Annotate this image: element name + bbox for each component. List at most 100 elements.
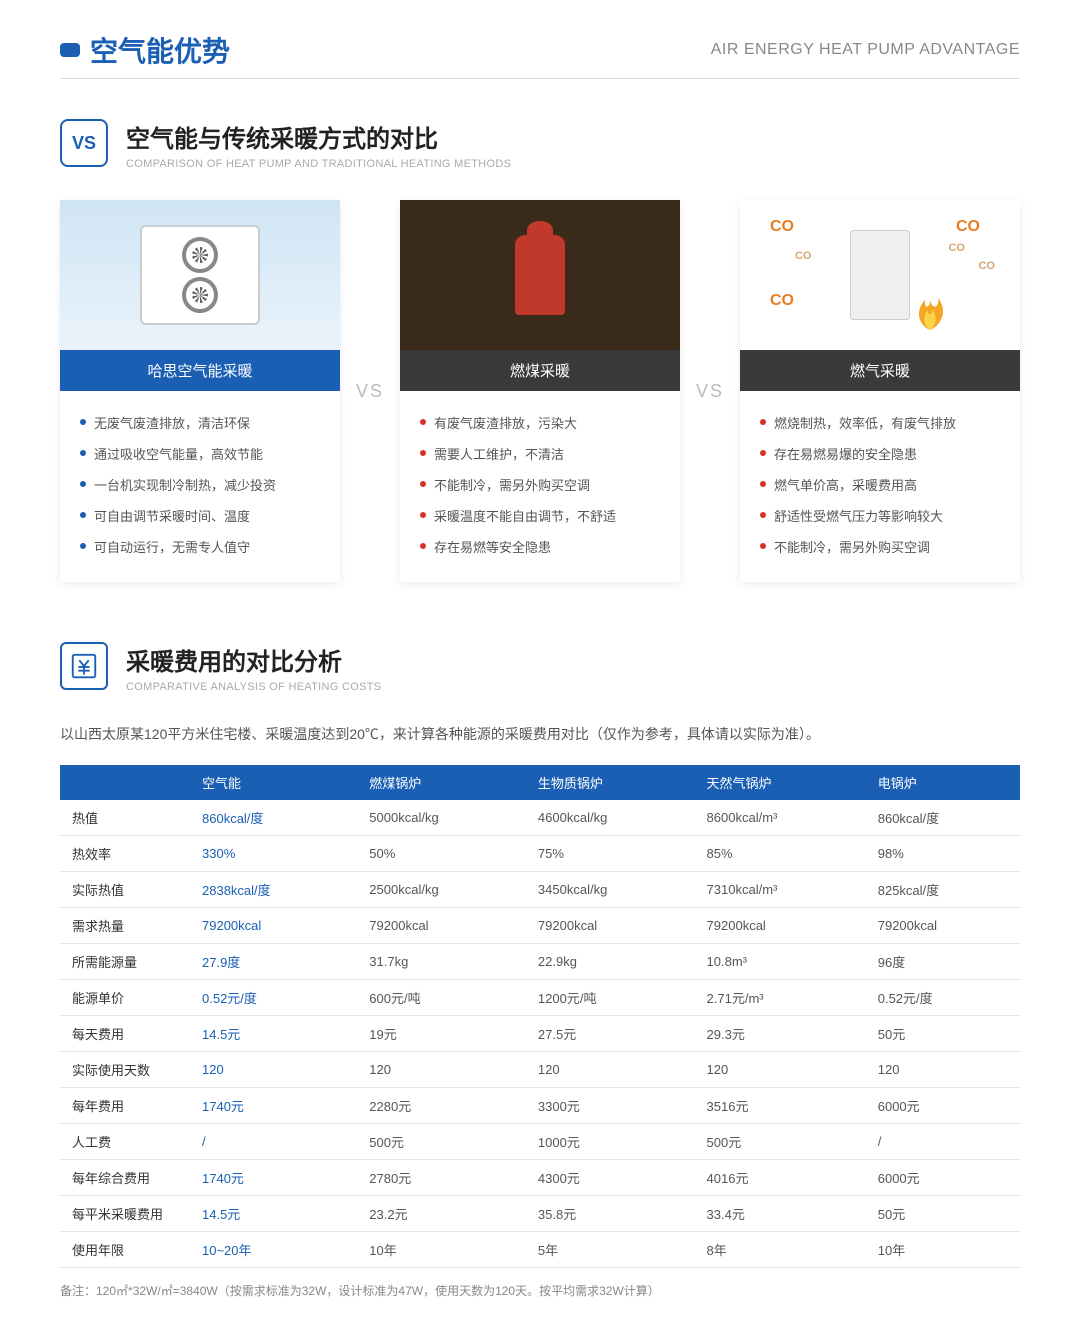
comparison-card-coal: 燃煤采暖 有废气废渣排放，污染大需要人工维护，不清洁不能制冷，需另外购买空调采暖… bbox=[400, 200, 680, 582]
table-cell: 120 bbox=[695, 1052, 866, 1088]
table-cell: 31.7kg bbox=[357, 944, 526, 980]
table-cell: 120 bbox=[357, 1052, 526, 1088]
table-cell: 每年费用 bbox=[60, 1088, 190, 1124]
table-cell: 4016元 bbox=[695, 1160, 866, 1196]
table-cell: 35.8元 bbox=[526, 1196, 695, 1232]
table-cell: 500元 bbox=[695, 1124, 866, 1160]
bullet-icon bbox=[80, 419, 86, 425]
table-cell: 4300元 bbox=[526, 1160, 695, 1196]
page-header: 空气能优势 AIR ENERGY HEAT PUMP ADVANTAGE bbox=[60, 30, 1020, 79]
card-label: 燃煤采暖 bbox=[400, 350, 680, 391]
table-row: 使用年限10~20年10年5年8年10年 bbox=[60, 1232, 1020, 1268]
card-point-text: 通过吸收空气能量，高效节能 bbox=[94, 444, 263, 463]
bullet-icon bbox=[420, 419, 426, 425]
table-cell: 19元 bbox=[357, 1016, 526, 1052]
card-point: 不能制冷，需另外购买空调 bbox=[420, 469, 660, 500]
table-cell: 每年综合费用 bbox=[60, 1160, 190, 1196]
table-cell: 10.8m³ bbox=[695, 944, 866, 980]
table-cell: 能源单价 bbox=[60, 980, 190, 1016]
table-cell: 7310kcal/m³ bbox=[695, 872, 866, 908]
table-header: 空气能燃煤锅炉生物质锅炉天然气锅炉电锅炉 bbox=[60, 765, 1020, 800]
card-image-gas: CO CO CO CO CO CO bbox=[740, 200, 1020, 350]
card-points-list: 有废气废渣排放，污染大需要人工维护，不清洁不能制冷，需另外购买空调采暖温度不能自… bbox=[420, 407, 660, 562]
table-cell: 14.5元 bbox=[190, 1016, 357, 1052]
cost-comparison-table: 空气能燃煤锅炉生物质锅炉天然气锅炉电锅炉 热值860kcal/度5000kcal… bbox=[60, 765, 1020, 1268]
card-body: 燃烧制热，效率低，有废气排放存在易燃易爆的安全隐患燃气单价高，采暖费用高舒适性受… bbox=[740, 391, 1020, 582]
table-cell: 实际使用天数 bbox=[60, 1052, 190, 1088]
bullet-icon bbox=[760, 481, 766, 487]
card-point-text: 存在易燃易爆的安全隐患 bbox=[774, 444, 917, 463]
card-point-text: 无废气废渣排放，清洁环保 bbox=[94, 413, 250, 432]
card-point: 可自动运行，无需专人值守 bbox=[80, 531, 320, 562]
table-cell: 0.52元/度 bbox=[866, 980, 1020, 1016]
bullet-icon bbox=[760, 419, 766, 425]
card-point: 存在易燃易爆的安全隐患 bbox=[760, 438, 1000, 469]
table-cell: 每平米采暖费用 bbox=[60, 1196, 190, 1232]
comparison-titles: 空气能与传统采暖方式的对比 COMPARISON OF HEAT PUMP AN… bbox=[126, 119, 511, 170]
table-cell: 热效率 bbox=[60, 836, 190, 872]
cost-title: 采暖费用的对比分析 bbox=[126, 642, 381, 677]
table-cell: 2.71元/m³ bbox=[695, 980, 866, 1016]
table-cell: 2780元 bbox=[357, 1160, 526, 1196]
bullet-icon bbox=[760, 543, 766, 549]
bullet-icon bbox=[80, 512, 86, 518]
table-cell: 29.3元 bbox=[695, 1016, 866, 1052]
table-body: 热值860kcal/度5000kcal/kg4600kcal/kg8600kca… bbox=[60, 800, 1020, 1268]
table-cell: 120 bbox=[526, 1052, 695, 1088]
table-cell: 3516元 bbox=[695, 1088, 866, 1124]
card-point: 采暖温度不能自由调节，不舒适 bbox=[420, 500, 660, 531]
card-points-list: 燃烧制热，效率低，有废气排放存在易燃易爆的安全隐患燃气单价高，采暖费用高舒适性受… bbox=[760, 407, 1000, 562]
card-point-text: 可自由调节采暖时间、温度 bbox=[94, 506, 250, 525]
card-point-text: 舒适性受燃气压力等影响较大 bbox=[774, 506, 943, 525]
cost-section-header: 采暖费用的对比分析 COMPARATIVE ANALYSIS OF HEATIN… bbox=[60, 642, 1020, 693]
table-cell: 10年 bbox=[866, 1232, 1020, 1268]
card-point: 不能制冷，需另外购买空调 bbox=[760, 531, 1000, 562]
table-cell: 96度 bbox=[866, 944, 1020, 980]
table-column-header: 生物质锅炉 bbox=[526, 765, 695, 800]
table-column-header: 燃煤锅炉 bbox=[357, 765, 526, 800]
cost-subtitle-en: COMPARATIVE ANALYSIS OF HEATING COSTS bbox=[126, 681, 381, 693]
table-column-header: 天然气锅炉 bbox=[695, 765, 866, 800]
table-row: 每年费用1740元2280元3300元3516元6000元 bbox=[60, 1088, 1020, 1124]
table-row: 实际使用天数120120120120120 bbox=[60, 1052, 1020, 1088]
table-cell: 实际热值 bbox=[60, 872, 190, 908]
table-cell: 79200kcal bbox=[357, 908, 526, 944]
card-points-list: 无废气废渣排放，清洁环保通过吸收空气能量，高效节能一台机实现制冷制热，减少投资可… bbox=[80, 407, 320, 562]
table-cell: 79200kcal bbox=[695, 908, 866, 944]
header-left: 空气能优势 bbox=[60, 30, 230, 70]
card-label: 哈思空气能采暖 bbox=[60, 350, 340, 391]
table-row: 热效率330%50%75%85%98% bbox=[60, 836, 1020, 872]
table-cell: 0.52元/度 bbox=[190, 980, 357, 1016]
table-column-header: 电锅炉 bbox=[866, 765, 1020, 800]
table-column-header bbox=[60, 765, 190, 800]
table-cell: 10年 bbox=[357, 1232, 526, 1268]
table-cell: 85% bbox=[695, 836, 866, 872]
card-point-text: 不能制冷，需另外购买空调 bbox=[434, 475, 590, 494]
card-point-text: 存在易燃等安全隐患 bbox=[434, 537, 551, 556]
card-point: 舒适性受燃气压力等影响较大 bbox=[760, 500, 1000, 531]
title-accent-icon bbox=[60, 43, 80, 57]
card-label: 燃气采暖 bbox=[740, 350, 1020, 391]
card-point-text: 燃烧制热，效率低，有废气排放 bbox=[774, 413, 956, 432]
card-point-text: 需要人工维护，不清洁 bbox=[434, 444, 564, 463]
table-cell: 2500kcal/kg bbox=[357, 872, 526, 908]
table-row: 实际热值2838kcal/度2500kcal/kg3450kcal/kg7310… bbox=[60, 872, 1020, 908]
table-row: 每天费用14.5元19元27.5元29.3元50元 bbox=[60, 1016, 1020, 1052]
table-row: 能源单价0.52元/度600元/吨1200元/吨2.71元/m³0.52元/度 bbox=[60, 980, 1020, 1016]
table-row: 热值860kcal/度5000kcal/kg4600kcal/kg8600kca… bbox=[60, 800, 1020, 836]
card-point: 可自由调节采暖时间、温度 bbox=[80, 500, 320, 531]
bullet-icon bbox=[420, 481, 426, 487]
table-cell: 2280元 bbox=[357, 1088, 526, 1124]
card-point: 一台机实现制冷制热，减少投资 bbox=[80, 469, 320, 500]
card-point-text: 可自动运行，无需专人值守 bbox=[94, 537, 250, 556]
table-cell: 使用年限 bbox=[60, 1232, 190, 1268]
table-cell: 22.9kg bbox=[526, 944, 695, 980]
bullet-icon bbox=[760, 512, 766, 518]
card-point: 燃烧制热，效率低，有废气排放 bbox=[760, 407, 1000, 438]
table-cell: 33.4元 bbox=[695, 1196, 866, 1232]
card-point-text: 有废气废渣排放，污染大 bbox=[434, 413, 577, 432]
table-row: 人工费/500元1000元500元/ bbox=[60, 1124, 1020, 1160]
card-point: 无废气废渣排放，清洁环保 bbox=[80, 407, 320, 438]
table-row: 每年综合费用1740元2780元4300元4016元6000元 bbox=[60, 1160, 1020, 1196]
card-point-text: 采暖温度不能自由调节，不舒适 bbox=[434, 506, 616, 525]
